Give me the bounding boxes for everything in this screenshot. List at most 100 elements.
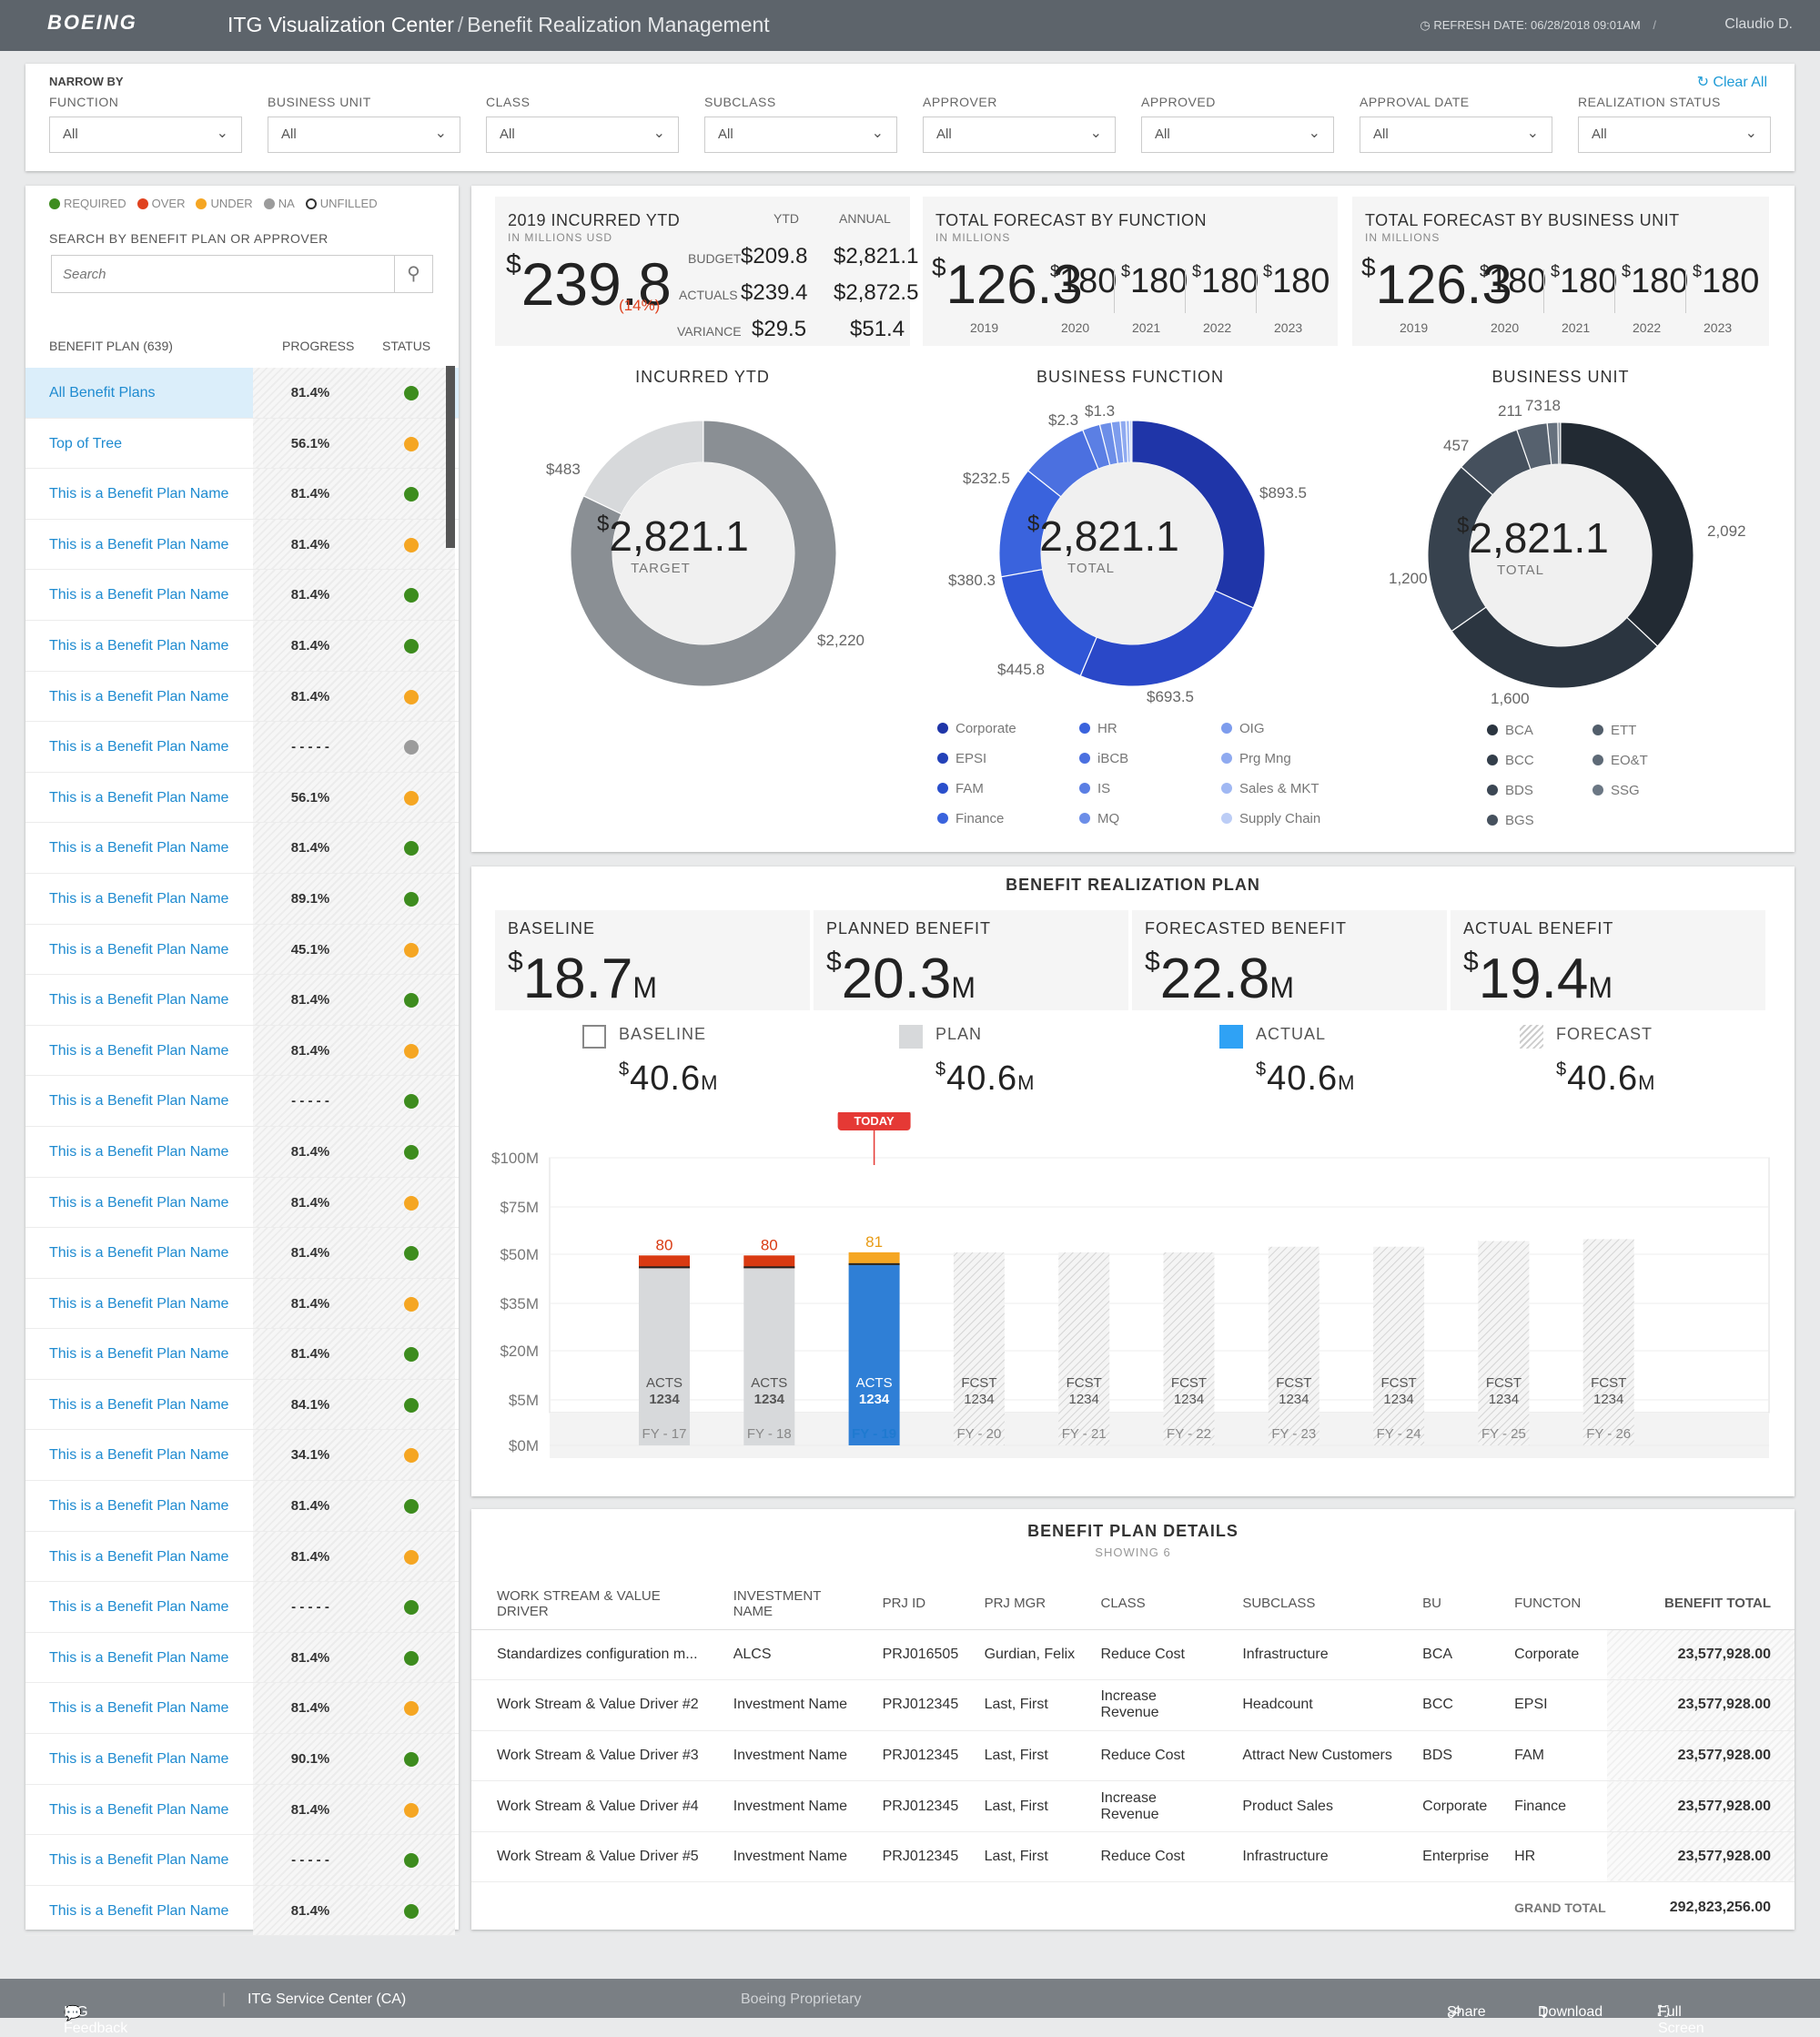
table-column-header[interactable]: INVESTMENT NAME <box>707 1578 857 1630</box>
actual-bar[interactable] <box>639 1268 690 1445</box>
plan-name[interactable]: This is a Benefit Plan Name <box>49 1599 229 1616</box>
legend-item[interactable]: BDS <box>1487 783 1533 798</box>
actual-bar[interactable] <box>848 1264 900 1445</box>
plan-row[interactable]: This is a Benefit Plan Name 81.4% <box>25 1228 459 1279</box>
plan-name[interactable]: This is a Benefit Plan Name <box>49 1346 229 1363</box>
filter-select[interactable]: All ⌄ <box>1578 117 1771 153</box>
legend-item[interactable]: ETT <box>1592 723 1636 738</box>
plan-row[interactable]: This is a Benefit Plan Name 81.4% <box>25 1531 459 1583</box>
plan-row[interactable]: This is a Benefit Plan Name - - - - - <box>25 722 459 773</box>
table-row[interactable]: Work Stream & Value Driver #3 Investment … <box>471 1730 1795 1782</box>
plan-name[interactable]: This is a Benefit Plan Name <box>49 486 229 502</box>
filter-select[interactable]: All ⌄ <box>268 117 460 153</box>
forecast-bar[interactable] <box>1478 1241 1530 1445</box>
col-benefit-plan[interactable]: BENEFIT PLAN (639) <box>49 339 173 353</box>
table-column-header[interactable]: SUBCLASS <box>1217 1578 1398 1630</box>
filter-select[interactable]: All ⌄ <box>704 117 897 153</box>
plan-name[interactable]: This is a Benefit Plan Name <box>49 1143 229 1160</box>
legend-item[interactable]: FAM <box>937 781 984 796</box>
plan-name[interactable]: This is a Benefit Plan Name <box>49 587 229 603</box>
filter-select[interactable]: All ⌄ <box>49 117 242 153</box>
plan-row[interactable]: This is a Benefit Plan Name 81.4% <box>25 975 459 1026</box>
search-input[interactable] <box>52 256 398 292</box>
plan-row[interactable]: This is a Benefit Plan Name 81.4% <box>25 469 459 520</box>
legend-item[interactable]: EPSI <box>937 751 986 766</box>
table-row[interactable]: Work Stream & Value Driver #2 Investment … <box>471 1679 1795 1731</box>
table-row[interactable]: Work Stream & Value Driver #5 Investment … <box>471 1831 1795 1883</box>
plan-row[interactable]: This is a Benefit Plan Name 56.1% <box>25 772 459 824</box>
plan-row[interactable]: This is a Benefit Plan Name - - - - - <box>25 1582 459 1633</box>
legend-item[interactable]: Prg Mng <box>1221 751 1291 766</box>
plan-name[interactable]: This is a Benefit Plan Name <box>49 1396 229 1413</box>
plan-row[interactable]: All Benefit Plans 81.4% <box>25 368 459 419</box>
legend-item[interactable]: HR <box>1079 721 1117 736</box>
plan-row[interactable]: This is a Benefit Plan Name 81.4% <box>25 1329 459 1380</box>
plan-name[interactable]: Top of Tree <box>49 435 123 451</box>
actual-bar[interactable] <box>743 1268 795 1445</box>
table-row[interactable]: Work Stream & Value Driver #4 Investment … <box>471 1780 1795 1832</box>
plan-name[interactable]: This is a Benefit Plan Name <box>49 1801 229 1818</box>
plan-name[interactable]: This is a Benefit Plan Name <box>49 688 229 704</box>
search-button[interactable]: ⚲ <box>394 256 432 292</box>
forecast-bar[interactable] <box>1373 1246 1425 1445</box>
plan-name[interactable]: This is a Benefit Plan Name <box>49 739 229 755</box>
table-column-header[interactable]: CLASS <box>1075 1578 1218 1630</box>
plan-name[interactable]: This is a Benefit Plan Name <box>49 1194 229 1211</box>
col-progress[interactable]: PROGRESS <box>282 339 355 353</box>
legend-item[interactable]: Sales & MKT <box>1221 781 1320 796</box>
plan-name[interactable]: This is a Benefit Plan Name <box>49 1447 229 1464</box>
plan-name[interactable]: All Benefit Plans <box>49 385 156 400</box>
bu-donut-segment[interactable] <box>1557 421 1562 465</box>
plan-row[interactable]: This is a Benefit Plan Name 81.4% <box>25 1177 459 1229</box>
table-column-header[interactable]: FUNCTON <box>1489 1578 1608 1630</box>
plan-name[interactable]: This is a Benefit Plan Name <box>49 1245 229 1262</box>
service-center-link[interactable]: ITG Service Center (CA) <box>248 1991 407 2007</box>
plan-row[interactable]: This is a Benefit Plan Name 81.4% <box>25 1885 459 1937</box>
function-donut-segment[interactable] <box>1128 420 1133 463</box>
plan-name[interactable]: This is a Benefit Plan Name <box>49 1751 229 1768</box>
plan-row[interactable]: This is a Benefit Plan Name 81.4% <box>25 671 459 723</box>
user-name[interactable]: Claudio D. <box>1724 16 1793 32</box>
function-donut-segment[interactable] <box>1079 590 1254 687</box>
forecast-bar[interactable] <box>1058 1252 1110 1445</box>
legend-item[interactable]: BCC <box>1487 753 1534 768</box>
plan-row[interactable]: This is a Benefit Plan Name 34.1% <box>25 1430 459 1482</box>
legend-item[interactable]: Supply Chain <box>1221 811 1320 826</box>
plan-row[interactable]: This is a Benefit Plan Name 81.4% <box>25 823 459 874</box>
plan-row[interactable]: This is a Benefit Plan Name 81.4% <box>25 620 459 672</box>
table-column-header[interactable]: WORK STREAM & VALUE DRIVER <box>471 1578 708 1630</box>
legend-item[interactable]: Finance <box>937 811 1004 826</box>
plan-row[interactable]: This is a Benefit Plan Name 45.1% <box>25 924 459 976</box>
filter-select[interactable]: All ⌄ <box>1141 117 1334 153</box>
clear-all-button[interactable]: ↻ Clear All <box>1696 75 1767 90</box>
table-column-header[interactable]: BENEFIT TOTAL <box>1607 1578 1795 1630</box>
table-column-header[interactable]: BU <box>1397 1578 1490 1630</box>
plan-row[interactable]: This is a Benefit Plan Name 81.4% <box>25 1126 459 1178</box>
boeing-logo[interactable]: BOEING <box>47 11 137 34</box>
legend-item[interactable]: iBCB <box>1079 751 1128 766</box>
table-row[interactable]: Standardizes configuration m... ALCS PRJ01… <box>471 1629 1795 1681</box>
col-status[interactable]: STATUS <box>382 339 431 353</box>
plan-row[interactable]: This is a Benefit Plan Name 81.4% <box>25 1481 459 1532</box>
plan-name[interactable]: This is a Benefit Plan Name <box>49 1295 229 1312</box>
filter-select[interactable]: All ⌄ <box>486 117 679 153</box>
plan-row[interactable]: This is a Benefit Plan Name 81.4% <box>25 1278 459 1330</box>
plan-name[interactable]: This is a Benefit Plan Name <box>49 992 229 1008</box>
plan-name[interactable]: This is a Benefit Plan Name <box>49 1902 229 1919</box>
plan-name[interactable]: This is a Benefit Plan Name <box>49 890 229 907</box>
list-scrollbar[interactable] <box>446 366 455 548</box>
forecast-bar[interactable] <box>1268 1246 1320 1445</box>
plan-row[interactable]: This is a Benefit Plan Name 84.1% <box>25 1379 459 1431</box>
legend-item[interactable]: SSG <box>1592 783 1640 798</box>
filter-select[interactable]: All ⌄ <box>923 117 1116 153</box>
plan-row[interactable]: This is a Benefit Plan Name 81.4% <box>25 1683 459 1735</box>
plan-name[interactable]: This is a Benefit Plan Name <box>49 1548 229 1565</box>
filter-select[interactable]: All ⌄ <box>1360 117 1552 153</box>
forecast-bar[interactable] <box>953 1252 1005 1445</box>
plan-name[interactable]: This is a Benefit Plan Name <box>49 1498 229 1515</box>
plan-row[interactable]: This is a Benefit Plan Name 81.4% <box>25 519 459 571</box>
plan-name[interactable]: This is a Benefit Plan Name <box>49 1042 229 1059</box>
plan-name[interactable]: This is a Benefit Plan Name <box>49 1649 229 1666</box>
plan-row[interactable]: This is a Benefit Plan Name 89.1% <box>25 873 459 925</box>
legend-item[interactable]: Corporate <box>937 721 1016 736</box>
